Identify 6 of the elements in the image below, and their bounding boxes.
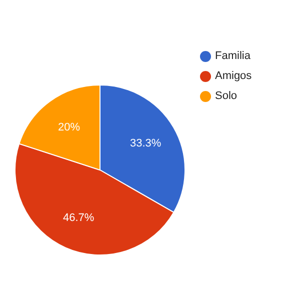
legend-label: Amigos	[215, 70, 252, 82]
legend-label: Familia	[215, 50, 250, 62]
legend-label: Solo	[215, 90, 238, 102]
data-label: 33.3%	[130, 138, 162, 150]
data-label: 20%	[58, 121, 80, 134]
data-label: 46.7%	[63, 212, 94, 224]
